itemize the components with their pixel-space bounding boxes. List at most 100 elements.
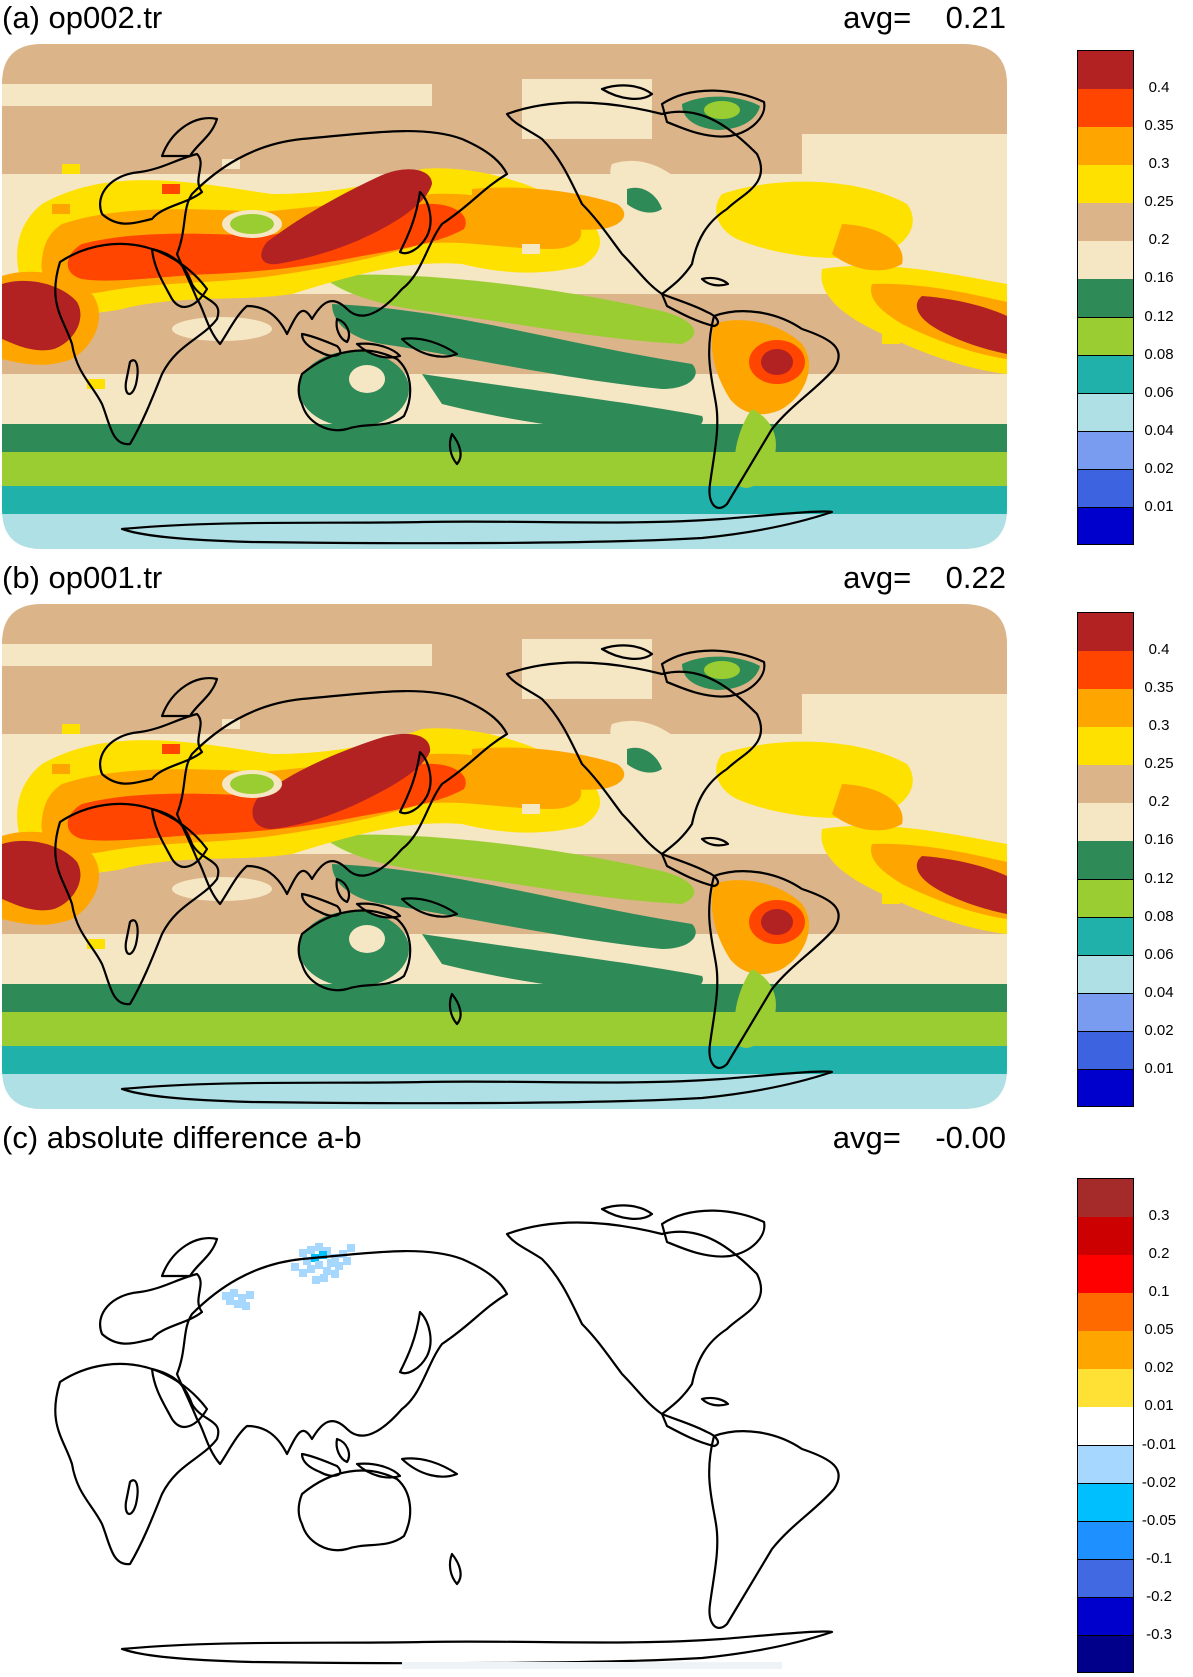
colorbar-swatch (1077, 1634, 1134, 1674)
average-readout: avg= 0.22 (843, 560, 1006, 596)
colorbar-label: 0.12 (1144, 869, 1174, 887)
colorbar-swatch (1077, 916, 1134, 956)
colorbar-swatch (1077, 612, 1134, 651)
colorbar-label: 0.2 (1148, 231, 1170, 249)
colorbar-swatch (1077, 878, 1134, 918)
coastlines (54, 644, 840, 1105)
colorbar-swatch (1077, 954, 1134, 994)
colorbar-label: 0.3 (1148, 1207, 1170, 1225)
avg-label: avg= (832, 1120, 901, 1155)
colorbar-label: 0.02 (1144, 1021, 1174, 1039)
colorbar-swatch (1077, 354, 1134, 394)
colorbar-swatch (1077, 688, 1134, 727)
colorbar-swatch (1077, 506, 1134, 546)
colorbar-swatch (1077, 1030, 1134, 1070)
colorbar-swatch (1077, 1596, 1134, 1636)
map-panel-c (2, 1164, 1007, 1669)
colorbar-swatch (1077, 1216, 1134, 1255)
colorbar-label: 0.04 (1144, 983, 1174, 1001)
colorbar-a: 0.01 0.02 0.04 0.06 0.08 0.12 0.16 0.2 0.25 0.3 0.… (1077, 50, 1192, 546)
avg-label: avg= (843, 0, 912, 35)
lower-fringe (402, 1662, 782, 1669)
average-readout: avg= -0.00 (833, 1120, 1006, 1156)
colorbar-label: 0.16 (1144, 269, 1174, 287)
colorbar-c: -0.3 -0.2 -0.1 -0.05 -0.02 -0.01 0.01 0.02 0.05 0… (1077, 1178, 1192, 1674)
colorbar-swatch (1077, 240, 1134, 279)
colorbar-swatch (1077, 1254, 1134, 1293)
colorbar-swatch (1077, 126, 1134, 165)
colorbar-label: -0.01 (1141, 1435, 1177, 1453)
colorbar-label: 0.2 (1148, 793, 1170, 811)
colorbar-label: 0.05 (1144, 1321, 1174, 1339)
difference-layer (2, 1164, 1007, 1669)
colorbar-label: 0.3 (1148, 717, 1170, 735)
average-readout: avg= 0.21 (843, 0, 1006, 36)
colorbar-label: 0.06 (1144, 383, 1174, 401)
avg-value: 0.22 (945, 560, 1006, 595)
colorbar-label: 0.01 (1144, 497, 1174, 515)
colorbar-label: 0.35 (1144, 117, 1174, 135)
colorbar-label: 0.4 (1148, 641, 1170, 659)
colorbar-swatch (1077, 1558, 1134, 1598)
colorbar-label: 0.16 (1144, 831, 1174, 849)
colorbar-swatch (1077, 202, 1134, 241)
colorbar-swatch (1077, 430, 1134, 470)
colorbar-label: -0.2 (1146, 1587, 1172, 1605)
colorbar-swatch (1077, 1330, 1134, 1369)
colorbar-swatch (1077, 468, 1134, 508)
colorbar-label: -0.02 (1141, 1473, 1177, 1491)
coastlines (54, 84, 840, 545)
colorbar-label: 0.04 (1144, 421, 1174, 439)
colorbar-swatch (1077, 1520, 1134, 1560)
panel-title: (a) op002.tr (2, 0, 163, 35)
field-layer (2, 44, 1007, 549)
avg-label: avg= (843, 560, 912, 595)
coastlines (54, 1204, 840, 1665)
colorbar-swatch (1077, 764, 1134, 803)
colorbar-swatch (1077, 88, 1134, 127)
map-panel-b (2, 604, 1007, 1109)
colorbar-swatch (1077, 1406, 1134, 1446)
panel-b: (b) op001.tr avg= 0.22 0.01 0.02 0.04 0.06 0… (0, 560, 1193, 1110)
field-layer (2, 604, 1007, 1109)
colorbar-swatch (1077, 802, 1134, 841)
panel-title: (b) op001.tr (2, 560, 163, 595)
colorbar-label: -0.3 (1146, 1625, 1172, 1643)
colorbar-label: 0.08 (1144, 907, 1174, 925)
colorbar-label: 0.01 (1144, 1059, 1174, 1077)
colorbar-label: 0.35 (1144, 679, 1174, 697)
colorbar-label: 0.2 (1148, 1245, 1170, 1263)
colorbar-label: 0.01 (1144, 1397, 1174, 1415)
colorbar-swatch (1077, 1068, 1134, 1108)
colorbar-swatch (1077, 50, 1134, 89)
colorbar-label: 0.25 (1144, 755, 1174, 773)
colorbar-label: 0.02 (1144, 1359, 1174, 1377)
colorbar-swatch (1077, 726, 1134, 765)
colorbar-swatch (1077, 392, 1134, 432)
colorbar-swatch (1077, 278, 1134, 318)
colorbar-swatch (1077, 992, 1134, 1032)
panel-a: (a) op002.tr avg= 0.21 0.01 0.02 0.04 0.06 0… (0, 0, 1193, 550)
colorbar-label: -0.05 (1141, 1511, 1177, 1529)
colorbar-b: 0.01 0.02 0.04 0.06 0.08 0.12 0.16 0.2 0.25 0.3 0.… (1077, 612, 1192, 1108)
colorbar-swatch (1077, 1368, 1134, 1407)
panel-title: (c) absolute difference a-b (2, 1120, 362, 1155)
colorbar-swatch (1077, 1482, 1134, 1522)
colorbar-swatch (1077, 1292, 1134, 1331)
colorbar-swatch (1077, 1444, 1134, 1484)
colorbar-label: 0.08 (1144, 345, 1174, 363)
colorbar-label: 0.4 (1148, 79, 1170, 97)
colorbar-swatch (1077, 1178, 1134, 1217)
colorbar-swatch (1077, 840, 1134, 880)
avg-value: 0.21 (945, 0, 1006, 35)
colorbar-label: 0.02 (1144, 459, 1174, 477)
map-panel-a (2, 44, 1007, 549)
colorbar-label: 0.12 (1144, 307, 1174, 325)
colorbar-swatch (1077, 316, 1134, 356)
colorbar-swatch (1077, 650, 1134, 689)
colorbar-label: -0.1 (1146, 1549, 1172, 1567)
avg-value: -0.00 (935, 1120, 1006, 1155)
panel-c: (c) absolute difference a-b avg= -0.00 -… (0, 1120, 1193, 1677)
colorbar-label: 0.3 (1148, 155, 1170, 173)
colorbar-label: 0.1 (1148, 1283, 1170, 1301)
